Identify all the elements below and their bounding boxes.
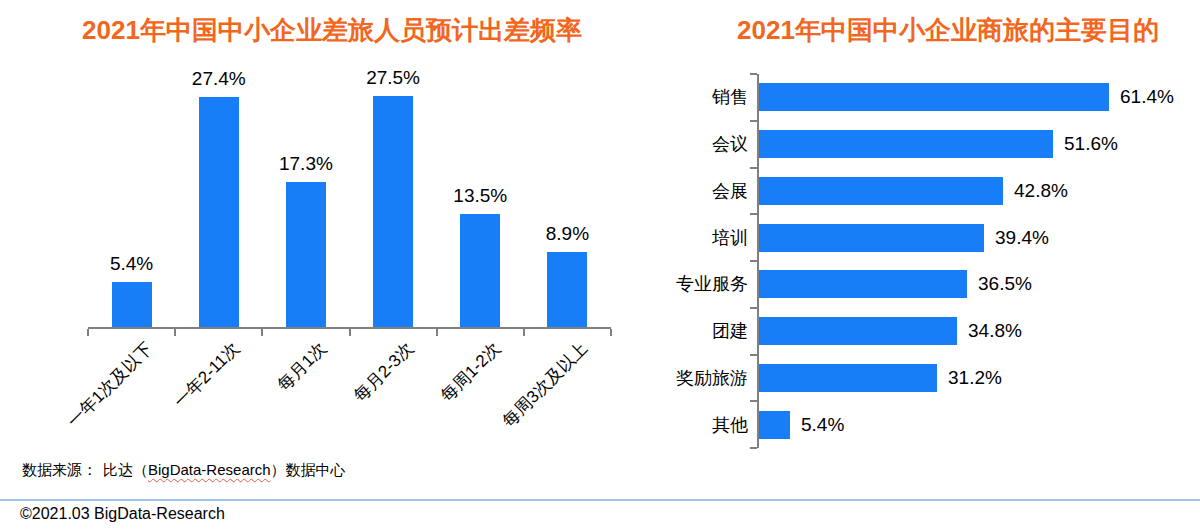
bar-value-label: 34.8%	[968, 319, 1022, 343]
bar-value-label: 27.4%	[159, 68, 279, 90]
bar	[373, 96, 413, 327]
bar-value-label: 42.8%	[1014, 179, 1068, 203]
bar-value-label: 8.9%	[507, 223, 627, 245]
bar-value-label: 39.4%	[995, 226, 1049, 250]
bar-category-label: 其他	[578, 414, 748, 436]
bar	[759, 364, 937, 392]
bar	[286, 182, 326, 327]
bar-category-label: 每周3次及以上	[443, 338, 593, 488]
bar-category-label: 销售	[578, 86, 748, 108]
x-axis-line	[88, 327, 611, 329]
x-axis-tick	[87, 329, 89, 336]
y-axis-tick	[750, 167, 757, 169]
y-axis-tick	[750, 213, 757, 215]
source-label: 数据来源：	[22, 461, 97, 478]
bar	[759, 317, 957, 345]
bar-value-label: 5.4%	[72, 253, 192, 275]
x-axis-tick	[349, 329, 351, 336]
bar-category-label: 会展	[578, 180, 748, 202]
y-axis-line	[757, 74, 759, 448]
bar-value-label: 61.4%	[1120, 85, 1174, 109]
bar	[112, 282, 152, 327]
y-axis-tick	[750, 354, 757, 356]
source-text-before: 比达（	[103, 461, 148, 478]
source-text-after: ）数据中心	[271, 461, 346, 478]
bar-value-label: 27.5%	[333, 67, 453, 89]
bar-value-label: 13.5%	[420, 185, 540, 207]
x-axis-tick	[610, 329, 612, 336]
bar	[759, 177, 1003, 205]
footer-divider-line	[0, 499, 1200, 501]
y-axis-tick	[750, 400, 757, 402]
right-chart-title: 2021年中国中小企业商旅的主要目的	[700, 13, 1196, 48]
bar-value-label: 17.3%	[246, 153, 366, 175]
bar	[759, 83, 1109, 111]
y-axis-tick	[750, 120, 757, 122]
bar-category-label: 奖励旅游	[578, 367, 748, 389]
bar-category-label: 会议	[578, 133, 748, 155]
copyright-text: ©2021.03 BigData-Research	[20, 505, 225, 523]
x-axis-tick	[523, 329, 525, 336]
bar	[547, 252, 587, 327]
bar	[759, 270, 967, 298]
data-source-note: 数据来源： 比达（BigData-Research）数据中心	[22, 461, 346, 480]
x-axis-tick	[174, 329, 176, 336]
source-brand-name: BigData-Research	[148, 461, 271, 478]
travel-frequency-bar-chart: 5.4%一年1次及以下27.4%一年2-11次17.3%每月1次27.5%每月2…	[0, 0, 1200, 532]
bar	[199, 97, 239, 327]
bar	[759, 130, 1053, 158]
bar	[759, 411, 790, 439]
y-axis-tick	[750, 260, 757, 262]
bar-category-label: 每周1-2次	[356, 338, 506, 488]
bar-value-label: 51.6%	[1064, 132, 1118, 156]
bar	[460, 214, 500, 327]
travel-purpose-bar-chart: 销售 61.4% 会议 51.6% 会展 42.8% 培训 39.4% 专业服务 36.5% 团建 3…	[0, 0, 1200, 532]
bar-value-label: 36.5%	[978, 272, 1032, 296]
y-axis-tick	[750, 73, 757, 75]
bar	[759, 224, 984, 252]
bar-value-label: 31.2%	[948, 366, 1002, 390]
bar-category-label: 团建	[578, 320, 748, 342]
y-axis-tick	[750, 307, 757, 309]
bar-category-label: 专业服务	[578, 273, 748, 295]
x-axis-tick	[436, 329, 438, 336]
bar-value-label: 5.4%	[801, 413, 844, 437]
left-chart-title: 2021年中国中小企业差旅人员预计出差频率	[0, 13, 664, 48]
x-axis-tick	[261, 329, 263, 336]
bar-category-label: 培训	[578, 227, 748, 249]
y-axis-tick	[750, 447, 757, 449]
